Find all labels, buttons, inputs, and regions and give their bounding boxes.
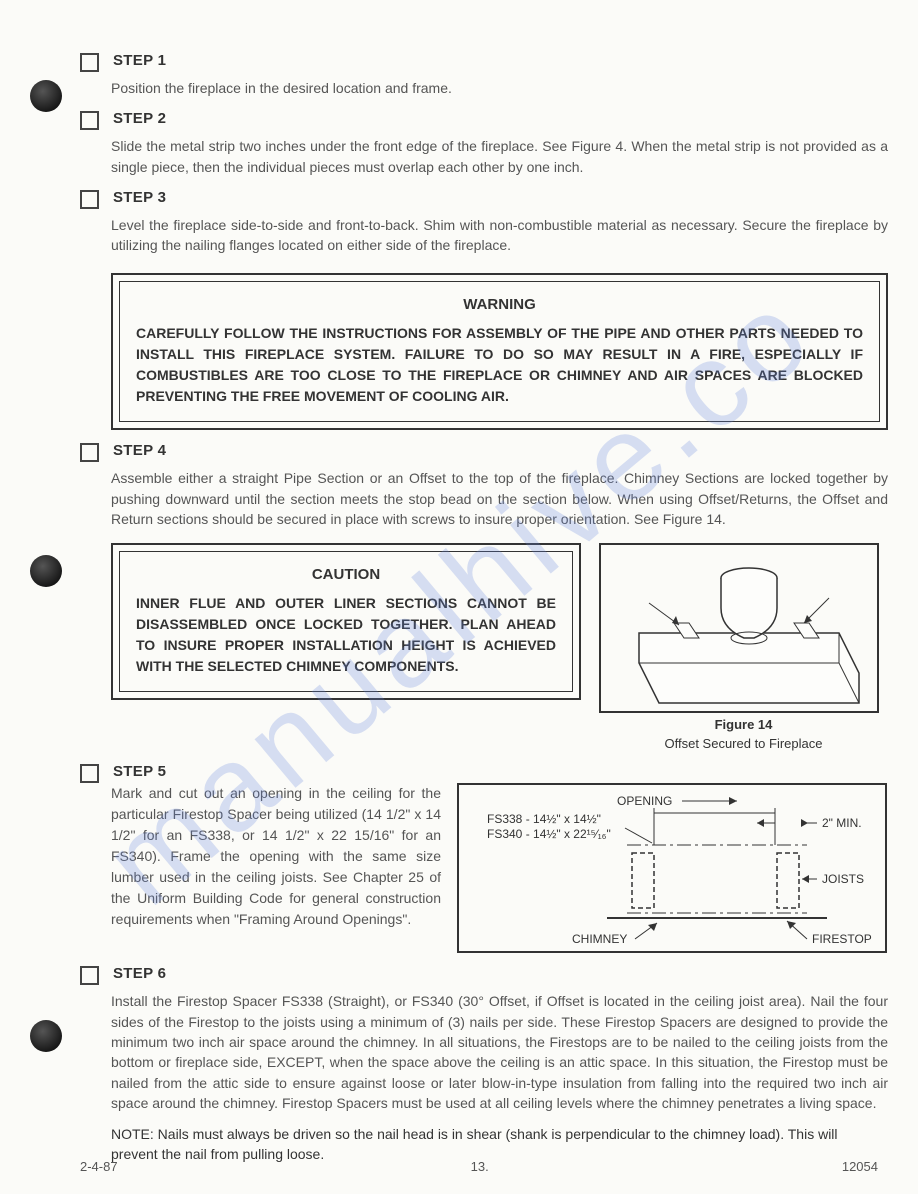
figure-14-label: Figure 14 [599,717,888,732]
punch-hole-icon [30,80,62,112]
punch-hole-icon [30,555,62,587]
warning-body: CAREFULLY FOLLOW THE INSTRUCTIONS FOR AS… [136,323,863,407]
step-1-body: Position the fireplace in the desired lo… [111,78,888,98]
svg-text:2" MIN.: 2" MIN. [822,816,862,830]
checkbox-icon [80,443,99,462]
warning-title: WARNING [136,296,863,313]
fig15-opening: OPENING [617,794,672,808]
step-4-body: Assemble either a straight Pipe Section … [111,468,888,529]
step-4-heading-row: STEP 4 [80,442,888,462]
svg-text:FIRESTOP: FIRESTOP [812,932,872,946]
warning-box: WARNING CAREFULLY FOLLOW THE INSTRUCTION… [111,273,888,430]
step-2-heading-row: STEP 2 [80,110,888,130]
svg-text:FS340 - 14½" x 22¹⁵⁄₁₆": FS340 - 14½" x 22¹⁵⁄₁₆" [487,827,611,841]
svg-text:JOISTS: JOISTS [822,872,864,886]
step-5-heading-row: STEP 5 [80,763,888,783]
caution-title: CAUTION [136,566,556,583]
note-body: Nails must always be driven so the nail … [111,1126,838,1162]
step-1-heading-row: STEP 1 [80,52,888,72]
step-3-heading: STEP 3 [113,189,166,206]
checkbox-icon [80,764,99,783]
checkbox-icon [80,111,99,130]
step-5-body: Mark and cut out an opening in the ceili… [111,783,441,930]
note-block: NOTE: Nails must always be driven so the… [111,1125,888,1164]
step-3-body: Level the fireplace side-to-side and fro… [111,215,888,256]
figure-14-caption: Offset Secured to Fireplace [599,736,888,751]
step-2-body: Slide the metal strip two inches under t… [111,136,888,177]
svg-text:CHIMNEY: CHIMNEY [572,932,627,946]
step-3-heading-row: STEP 3 [80,189,888,209]
caution-body: INNER FLUE AND OUTER LINER SECTIONS CANN… [136,593,556,677]
document-page: manualhive.co STEP 1 Position the firepl… [0,0,918,1194]
checkbox-icon [80,966,99,985]
step-2-heading: STEP 2 [113,110,166,127]
checkbox-icon [80,53,99,72]
figure-14: Figure 14 Offset Secured to Fireplace [599,543,888,751]
step-5-heading: STEP 5 [113,763,166,780]
caution-box: CAUTION INNER FLUE AND OUTER LINER SECTI… [111,543,581,700]
step-6-body: Install the Firestop Spacer FS338 (Strai… [111,991,888,1113]
punch-hole-icon [30,1020,62,1052]
figure-15: OPENING FS338 - 14½" x 14½" FS340 - 14½"… [457,783,888,953]
note-label: NOTE: [111,1126,154,1142]
step-6-heading: STEP 6 [113,965,166,982]
checkbox-icon [80,190,99,209]
svg-text:FS338 - 14½" x 14½": FS338 - 14½" x 14½" [487,812,601,826]
step-4-heading: STEP 4 [113,442,166,459]
step-1-heading: STEP 1 [113,52,166,69]
step-6-heading-row: STEP 6 [80,965,888,985]
